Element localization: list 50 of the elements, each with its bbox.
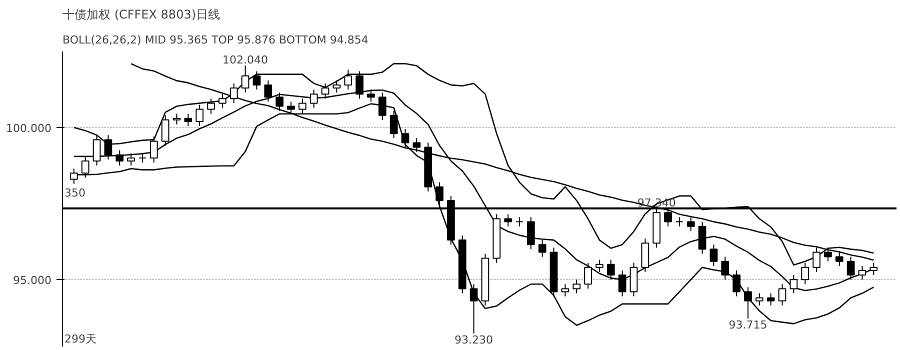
candlestick <box>676 216 684 227</box>
candlestick <box>858 265 866 280</box>
candlestick <box>196 104 204 127</box>
candlestick <box>252 70 261 90</box>
candlestick <box>276 92 284 112</box>
candlestick <box>538 240 546 258</box>
candlestick <box>218 94 226 108</box>
y-tick-label: 95.000 <box>13 274 52 288</box>
candlestick <box>778 284 786 306</box>
chart-subtitle: BOLL(26,26,2) MID 95.365 TOP 95.876 BOTTOM 94.854 <box>62 34 368 46</box>
annotation: 102.040 <box>222 53 268 66</box>
candlestick <box>81 156 90 178</box>
candlestick <box>116 150 124 166</box>
candlestick <box>127 152 135 166</box>
candlestick <box>721 256 730 280</box>
candlestick <box>606 259 615 280</box>
candlestick <box>596 259 604 272</box>
candlestick <box>686 216 695 232</box>
candlestick <box>412 138 421 152</box>
candlestick <box>732 270 740 297</box>
candlestick <box>150 136 158 164</box>
candlestick <box>766 292 775 306</box>
candlestick <box>230 82 238 104</box>
annotation: 93.715 <box>728 318 768 332</box>
candlestick <box>401 128 410 148</box>
candlestick <box>755 292 764 306</box>
candlestick <box>184 113 192 127</box>
candlestick <box>516 216 524 227</box>
candlestick <box>572 279 581 294</box>
y-tick-label: 100.000 <box>6 122 52 136</box>
candlestick <box>436 182 444 206</box>
candlestick <box>390 110 398 139</box>
candlestick <box>710 244 718 266</box>
candlestick <box>161 114 170 146</box>
candlestick <box>344 69 352 90</box>
candlestick <box>172 113 181 125</box>
chart-title: 十债加权 (CFFEX 8803)日线 <box>62 8 220 22</box>
annotation: 299天 <box>64 332 96 346</box>
annotation: 350 <box>64 186 86 200</box>
candlestick <box>92 134 101 166</box>
candlestick <box>504 214 512 227</box>
candlestick <box>744 286 752 320</box>
candlestick <box>207 98 215 114</box>
candlestick <box>138 152 146 164</box>
candlestick <box>332 80 341 94</box>
annotation: 93.230 <box>454 333 494 346</box>
candlestick <box>526 216 535 250</box>
candlestick <box>698 221 706 254</box>
candlestick <box>104 134 112 160</box>
candlestick <box>561 284 570 297</box>
